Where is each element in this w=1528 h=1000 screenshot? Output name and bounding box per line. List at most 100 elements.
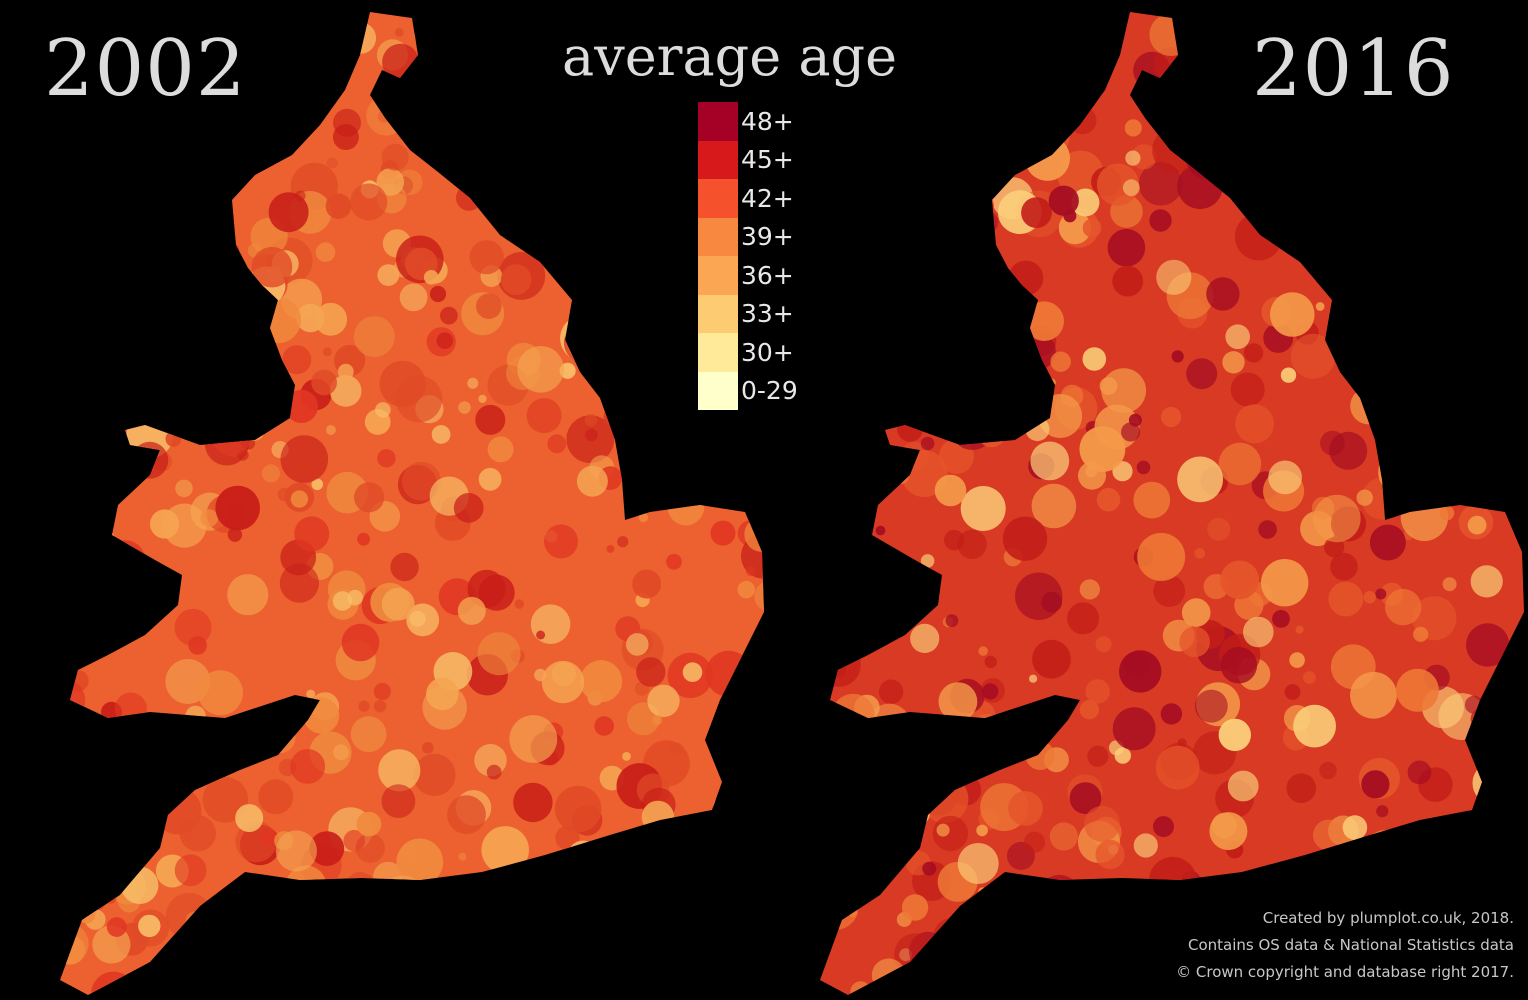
- map-region: [1060, 12, 1105, 47]
- map-region: [1243, 616, 1274, 648]
- map-region: [150, 509, 180, 539]
- map-region: [581, 240, 598, 257]
- map-region: [1358, 263, 1387, 292]
- map-region: [381, 587, 415, 621]
- map-region: [504, 70, 514, 80]
- map-region: [709, 357, 746, 394]
- map-region: [183, 407, 208, 432]
- map-region: [147, 260, 157, 270]
- map-region: [1397, 244, 1430, 278]
- map-region: [326, 157, 338, 169]
- map-region: [99, 469, 128, 498]
- map-region: [1445, 846, 1488, 890]
- map-region: [185, 911, 203, 930]
- credit-line: Contains OS data & National Statistics d…: [1187, 936, 1514, 954]
- map-region: [733, 441, 746, 455]
- map-region: [1133, 930, 1167, 964]
- map-region: [1122, 179, 1140, 197]
- map-region: [1481, 108, 1517, 143]
- map-region: [820, 562, 833, 583]
- credit-line: Created by plumplot.co.uk, 2018.: [1262, 909, 1514, 927]
- map-region: [1396, 130, 1438, 172]
- map-region: [332, 591, 353, 611]
- map-region: [667, 488, 705, 526]
- credits: Created by plumplot.co.uk, 2018. Contain…: [1176, 905, 1514, 986]
- map-region: [1313, 227, 1333, 246]
- map-region: [237, 35, 284, 82]
- map-region: [108, 357, 136, 385]
- map-region: [88, 160, 112, 185]
- map-region: [376, 168, 405, 196]
- map-region: [1268, 460, 1302, 495]
- map-region: [285, 865, 327, 906]
- map-region: [65, 729, 96, 761]
- map-region: [1473, 157, 1499, 184]
- map-region: [1220, 560, 1260, 600]
- map-region: [1328, 581, 1364, 617]
- map-region: [992, 86, 1008, 101]
- map-region: [273, 942, 301, 970]
- map-region: [591, 220, 628, 256]
- map-region: [85, 590, 99, 604]
- map-region: [60, 678, 86, 723]
- legend-label: 45+: [741, 145, 794, 175]
- map-region: [1149, 209, 1172, 232]
- map-region: [976, 417, 1007, 448]
- map-region: [1422, 102, 1440, 119]
- map-region: [1194, 548, 1206, 559]
- map-region: [1261, 559, 1309, 607]
- map-region: [820, 883, 859, 930]
- map-region: [960, 486, 1006, 531]
- map-region: [1230, 372, 1265, 407]
- map-region: [1293, 704, 1336, 748]
- map-region: [1440, 988, 1453, 995]
- map-region: [848, 828, 866, 846]
- map-region: [1206, 277, 1240, 311]
- map-region: [1289, 652, 1305, 668]
- map-region: [546, 244, 574, 272]
- map-region: [862, 19, 892, 50]
- map-region: [1023, 831, 1045, 853]
- map-region: [974, 947, 999, 972]
- map-region: [213, 893, 246, 926]
- map-region: [917, 739, 953, 775]
- map-region: [80, 750, 112, 782]
- map-region: [1286, 773, 1317, 803]
- map-region: [825, 295, 870, 340]
- map-region: [109, 264, 150, 305]
- map-region: [832, 662, 847, 678]
- map-region: [1218, 718, 1252, 752]
- legend-label: 0-29: [741, 376, 798, 406]
- map-region: [665, 470, 686, 491]
- map-region: [1112, 265, 1144, 297]
- map-region: [306, 689, 316, 699]
- map-region: [101, 547, 129, 575]
- map-region: [1518, 983, 1524, 995]
- map-region: [674, 452, 683, 462]
- map-region: [1031, 483, 1077, 529]
- map-region: [1188, 46, 1201, 59]
- legend-item: 42+: [698, 179, 798, 218]
- map-region: [373, 682, 391, 701]
- legend-label: 36+: [741, 260, 794, 290]
- map-region: [662, 360, 673, 371]
- map-region: [106, 917, 127, 937]
- map-region: [552, 854, 599, 901]
- map-region: [554, 785, 602, 833]
- map-region: [614, 215, 642, 243]
- map-region: [935, 259, 956, 280]
- map-region: [510, 168, 531, 190]
- map-region: [923, 315, 963, 355]
- map-region: [1419, 844, 1437, 862]
- map-region: [1442, 577, 1457, 592]
- map-region: [828, 12, 876, 53]
- map-region: [724, 143, 764, 185]
- map-region: [737, 580, 756, 599]
- map-region: [112, 98, 147, 133]
- map-region: [1227, 770, 1259, 802]
- map-region: [1460, 274, 1507, 321]
- map-region: [569, 956, 601, 987]
- map-region: [652, 336, 699, 383]
- legend-item: 30+: [698, 333, 798, 372]
- map-region: [469, 240, 504, 275]
